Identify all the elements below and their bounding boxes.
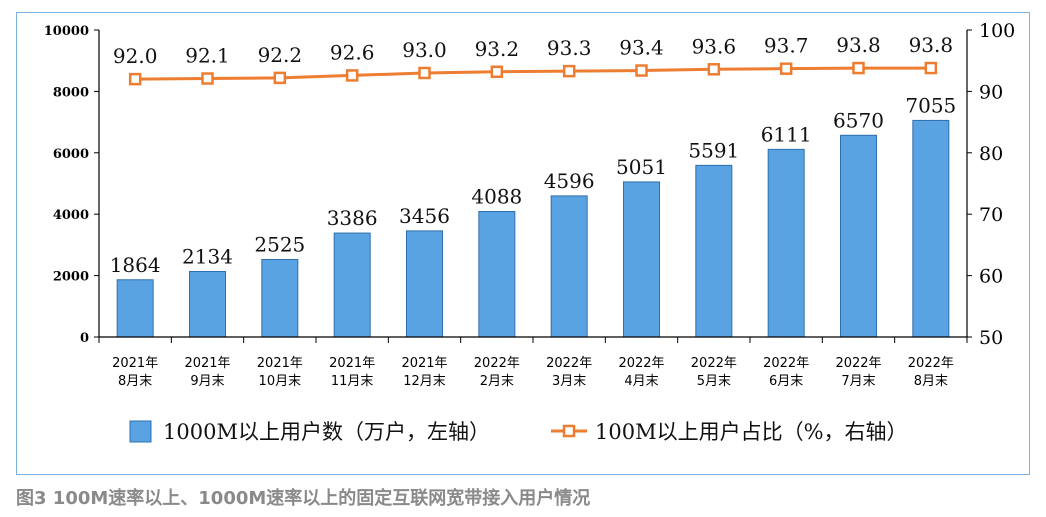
x-tick-label-year: 2022年 bbox=[474, 356, 520, 371]
y-left-tick-label: 8000 bbox=[53, 85, 89, 100]
bar-data-label: 6111 bbox=[761, 122, 812, 146]
x-tick-label-month: 3月末 bbox=[552, 374, 586, 389]
y-left-tick-label: 4000 bbox=[53, 208, 89, 223]
x-tick-label-month: 7月末 bbox=[841, 374, 875, 389]
line-series bbox=[135, 66, 931, 81]
x-tick-label-month: 11月末 bbox=[331, 374, 374, 389]
bar bbox=[767, 148, 805, 338]
line-data-label: 93.8 bbox=[836, 33, 881, 57]
bar-data-label: 3386 bbox=[327, 206, 378, 230]
y-right-tick-label: 90 bbox=[979, 81, 1003, 103]
line-marker bbox=[924, 61, 938, 75]
bar bbox=[550, 195, 588, 338]
x-tick-label-year: 2021年 bbox=[401, 356, 447, 371]
x-tick-label-month: 5月末 bbox=[697, 374, 731, 389]
line-data-label: 93.0 bbox=[402, 38, 447, 62]
x-tick-label-year: 2022年 bbox=[546, 356, 592, 371]
y-right-tick-label: 100 bbox=[979, 20, 1015, 42]
bar-data-label: 3456 bbox=[399, 204, 450, 228]
bar-data-label: 2525 bbox=[254, 232, 305, 256]
x-tick-label-month: 10月末 bbox=[259, 374, 302, 389]
legend-line-marker bbox=[562, 424, 576, 438]
line-data-label: 93.3 bbox=[547, 36, 592, 60]
bar bbox=[116, 279, 154, 338]
line-marker bbox=[128, 72, 142, 86]
bar-data-label: 1864 bbox=[110, 253, 161, 277]
line-marker bbox=[201, 72, 214, 85]
y-right-tick-label: 80 bbox=[979, 143, 1003, 165]
line-data-label: 93.8 bbox=[909, 33, 954, 57]
y-left-tick-label: 0 bbox=[80, 331, 89, 346]
bar bbox=[333, 232, 371, 338]
bar bbox=[478, 210, 516, 338]
line-marker bbox=[345, 69, 359, 82]
line-data-label: 92.1 bbox=[185, 44, 230, 68]
legend-bar-label: 1000M以上用户数（万户，左轴） bbox=[163, 420, 490, 444]
bar bbox=[189, 270, 226, 338]
y-left-tick-label: 10000 bbox=[44, 24, 89, 39]
line-marker bbox=[779, 62, 793, 75]
line-marker bbox=[852, 61, 865, 75]
line-marker bbox=[635, 64, 648, 77]
y-right-tick-label: 60 bbox=[979, 266, 1003, 288]
x-tick-label-year: 2022年 bbox=[908, 356, 954, 371]
x-tick-label-month: 12月末 bbox=[403, 374, 446, 389]
x-tick-label-month: 9月末 bbox=[190, 374, 224, 389]
x-tick-label-month: 2月末 bbox=[480, 374, 514, 389]
bar bbox=[912, 119, 950, 338]
bar bbox=[261, 258, 299, 338]
x-tick-label-year: 2022年 bbox=[835, 356, 881, 371]
legend-bar-swatch bbox=[129, 420, 152, 443]
line-data-label: 92.0 bbox=[113, 44, 158, 68]
line-data-label: 93.6 bbox=[692, 34, 737, 58]
x-tick-label-year: 2021年 bbox=[184, 356, 230, 371]
bar bbox=[406, 230, 443, 338]
bar-data-label: 4596 bbox=[544, 169, 595, 193]
y-left-tick-label: 6000 bbox=[53, 147, 89, 162]
line-data-label: 92.6 bbox=[330, 40, 375, 64]
x-tick-label-month: 4月末 bbox=[624, 374, 658, 389]
x-tick-label-year: 2021年 bbox=[112, 356, 158, 371]
x-tick-label-year: 2022年 bbox=[691, 356, 737, 371]
bar-data-label: 4088 bbox=[471, 184, 522, 208]
bar-data-label: 5591 bbox=[688, 138, 739, 162]
y-right-tick-label: 50 bbox=[979, 327, 1003, 349]
line-marker bbox=[418, 66, 431, 80]
x-tick-label-year: 2022年 bbox=[618, 356, 664, 371]
figure-caption: 图3 100M速率以上、1000M速率以上的固定互联网宽带接入用户情况 bbox=[16, 488, 591, 509]
bar-data-label: 6570 bbox=[833, 108, 884, 132]
bar-data-label: 2134 bbox=[182, 244, 233, 268]
line-data-label: 93.2 bbox=[475, 37, 520, 61]
x-tick-label-month: 6月末 bbox=[769, 374, 803, 389]
bar bbox=[623, 181, 660, 338]
line-data-label: 93.4 bbox=[619, 36, 664, 60]
x-tick-label-year: 2021年 bbox=[257, 356, 303, 371]
y-right-tick-label: 70 bbox=[979, 204, 1003, 226]
line-data-label: 92.2 bbox=[258, 43, 303, 67]
line-marker bbox=[562, 64, 576, 78]
bar bbox=[695, 164, 733, 338]
bar-data-label: 7055 bbox=[905, 93, 956, 117]
line-data-label: 93.7 bbox=[764, 34, 809, 58]
chart-frame: 1864 2134 2525 3386 3456 4088 4596 5051 5591 6111… bbox=[16, 12, 1030, 475]
x-tick-label-year: 2021年 bbox=[329, 356, 375, 371]
x-tick-label-month: 8月末 bbox=[118, 374, 152, 389]
y-left-tick-label: 2000 bbox=[53, 270, 89, 285]
line-marker bbox=[707, 63, 721, 76]
x-tick-label-month: 8月末 bbox=[914, 374, 948, 389]
legend-line-label: 100M以上用户占比（%，右轴） bbox=[595, 420, 908, 444]
bar bbox=[840, 134, 877, 338]
combo-chart: 1864 2134 2525 3386 3456 4088 4596 5051 5591 6111… bbox=[44, 20, 1016, 444]
x-tick-label-year: 2022年 bbox=[763, 356, 809, 371]
line-marker bbox=[273, 71, 287, 85]
bar-data-label: 5051 bbox=[616, 155, 667, 179]
line-marker bbox=[490, 65, 504, 79]
